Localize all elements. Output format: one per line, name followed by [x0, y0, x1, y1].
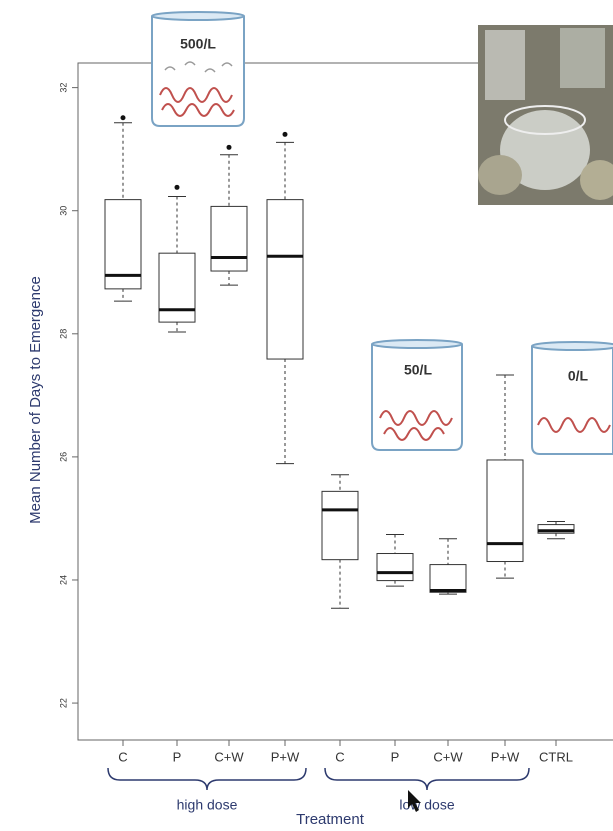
beaker — [151, 11, 245, 127]
box — [321, 490, 359, 561]
x-tick-label: P+W — [271, 749, 300, 764]
x-tick-label: P — [173, 749, 182, 764]
group-label: low dose — [399, 797, 454, 813]
beaker — [531, 341, 613, 455]
x-tick-label: P+W — [491, 749, 520, 764]
cursor — [408, 790, 421, 812]
x-tick-label: CTRL — [539, 749, 573, 764]
y-tick-label: 24 — [58, 575, 68, 585]
outlier — [226, 144, 232, 150]
x-tick-label: P — [391, 749, 400, 764]
y-tick-label: 32 — [58, 83, 68, 93]
outlier — [120, 115, 126, 121]
y-tick-label: 26 — [58, 452, 68, 462]
beaker-label: 500/L — [180, 36, 216, 52]
box — [429, 564, 467, 593]
y-tick-label: 30 — [58, 206, 68, 216]
beaker-label: 0/L — [568, 368, 589, 384]
y-tick-label: 28 — [58, 329, 68, 339]
x-tick-label: C+W — [214, 749, 244, 764]
x-tick-label: C+W — [433, 749, 463, 764]
outlier — [282, 131, 288, 137]
box — [210, 205, 248, 272]
box — [158, 252, 196, 323]
y-tick-label: 22 — [58, 698, 68, 708]
outlier — [174, 184, 180, 190]
group-brace — [324, 767, 530, 791]
box — [486, 459, 524, 563]
box — [266, 199, 304, 360]
box — [376, 553, 414, 582]
box — [537, 524, 575, 534]
plot-frame — [77, 62, 613, 741]
photo — [478, 25, 613, 205]
beaker — [371, 339, 463, 451]
group-brace — [107, 767, 307, 791]
x-tick-label: C — [118, 749, 127, 764]
group-label: high dose — [177, 797, 238, 813]
x-axis-title: Treatment — [296, 811, 365, 828]
x-tick-label: C — [335, 749, 344, 764]
beaker-label: 50/L — [404, 362, 432, 378]
y-axis-title: Mean Number of Days to Emergence — [27, 276, 44, 524]
